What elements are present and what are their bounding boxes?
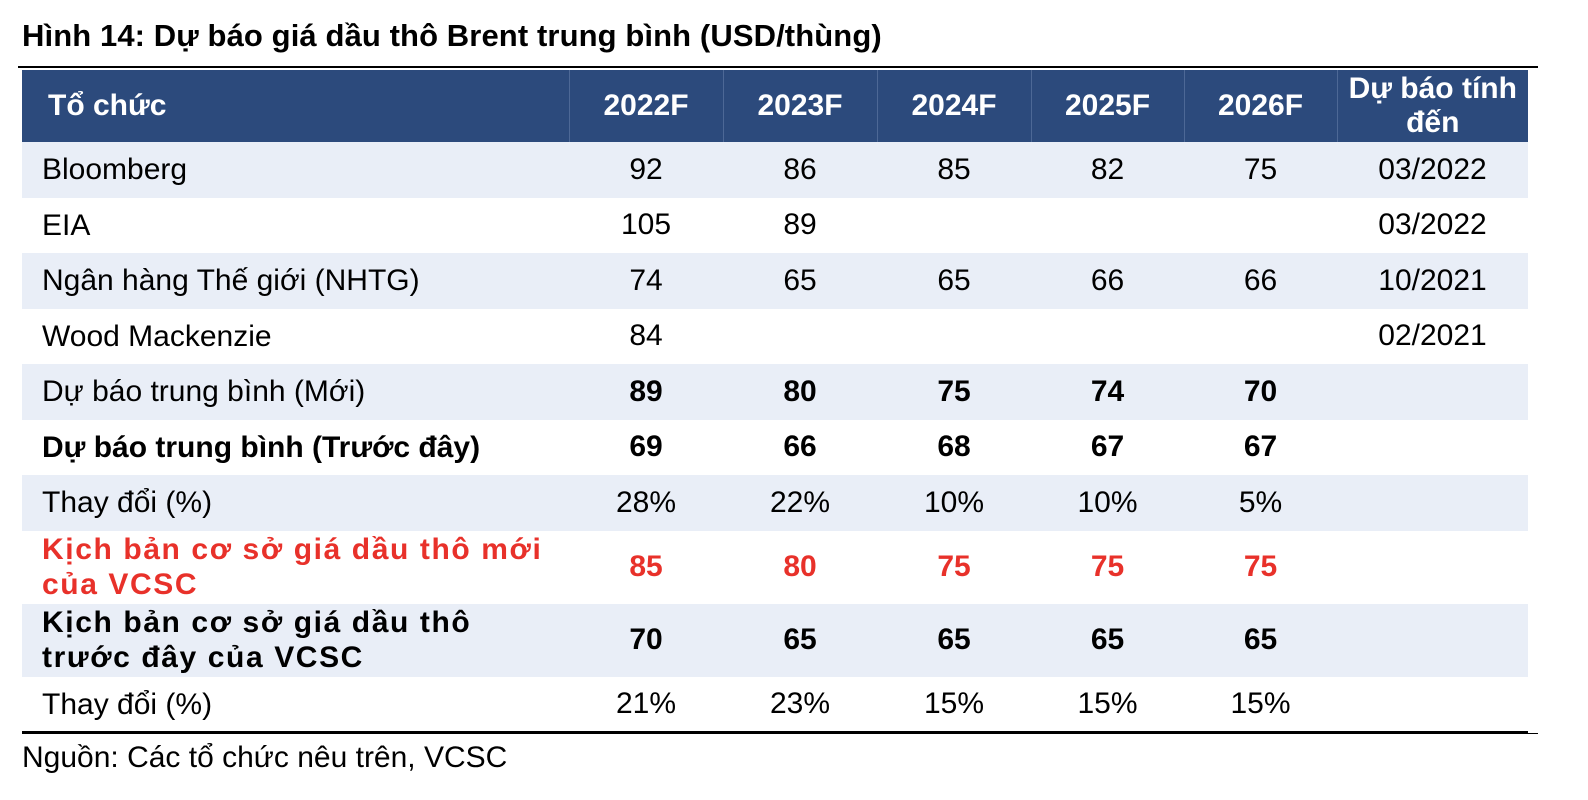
value-cell-2023: 66 (783, 430, 817, 464)
value-cell-2025 (1031, 309, 1184, 365)
value-cell-2026 (1184, 309, 1337, 365)
value-cell-2022: 69 (629, 430, 663, 464)
value-cell-2026: 15% (1230, 687, 1291, 721)
value-cell-2026: 67 (1243, 430, 1278, 464)
table-row: Kịch bản cơ sở giá dầu thô mới của VCSC … (22, 531, 1528, 604)
value-cell-2023 (723, 309, 877, 365)
header-2026f: 2026F (1183, 70, 1337, 142)
value-cell-2026: 5% (1238, 485, 1283, 519)
header-organization: Tổ chức (48, 89, 167, 122)
org-cell: Thay đổi (%) (42, 687, 213, 721)
value-cell-2024: 15% (923, 687, 985, 721)
value-cell-2026: 75 (1243, 550, 1278, 583)
as-of-cell (1337, 475, 1528, 531)
value-cell-2025: 15% (1077, 687, 1138, 721)
table-row: Kịch bản cơ sở giá dầu thô trước đây của… (22, 603, 1528, 677)
value-cell-2022: 74 (629, 263, 663, 297)
value-cell-2026: 75 (1243, 152, 1278, 186)
value-cell-2025: 66 (1090, 263, 1125, 297)
forecast-table: Tổ chức 2022F 2023F 2024F 2025F 2026F Dự… (22, 70, 1528, 732)
org-cell: Kịch bản cơ sở giá dầu thô trước đây của… (42, 606, 472, 674)
value-cell-2024: 10% (923, 485, 985, 519)
value-cell-2022: 92 (629, 152, 663, 186)
value-cell-2023: 65 (783, 623, 817, 656)
header-2022f: 2022F (568, 70, 723, 142)
table-row: Wood Mackenzie 84 02/2021 (22, 309, 1528, 365)
value-cell-2025: 67 (1090, 430, 1125, 464)
value-cell-2024: 75 (937, 550, 971, 583)
value-cell-2022: 70 (629, 623, 663, 656)
bottom-rule-tail (1528, 733, 1538, 734)
value-cell-2022: 105 (620, 208, 672, 242)
value-cell-2022: 84 (629, 319, 663, 353)
value-cell-2025: 75 (1090, 550, 1125, 583)
table-row: Dự báo trung bình (Trước đây) 69 66 68 6… (22, 420, 1528, 476)
value-cell-2023: 23% (769, 687, 831, 721)
org-cell: Bloomberg (42, 153, 188, 187)
value-cell-2024 (877, 198, 1031, 254)
value-cell-2025: 65 (1090, 623, 1125, 656)
org-cell: Thay đổi (%) (42, 486, 213, 520)
value-cell-2022: 28% (615, 485, 677, 519)
header-forecast-as-of: Dự báo tính đến (1336, 70, 1528, 142)
value-cell-2024 (877, 309, 1031, 365)
value-cell-2025 (1031, 198, 1184, 254)
as-of-cell: 03/2022 (1378, 152, 1487, 186)
value-cell-2025: 10% (1077, 485, 1138, 519)
org-cell: Kịch bản cơ sở giá dầu thô mới của VCSC (42, 533, 543, 601)
value-cell-2026: 70 (1243, 374, 1278, 408)
as-of-cell: 02/2021 (1378, 319, 1487, 353)
org-cell: EIA (42, 208, 91, 242)
value-cell-2023: 22% (769, 485, 831, 519)
as-of-cell (1337, 677, 1528, 733)
value-cell-2023: 86 (783, 152, 817, 186)
as-of-cell (1337, 420, 1528, 476)
header-2025f: 2025F (1030, 70, 1184, 142)
value-cell-2023: 89 (783, 208, 817, 242)
table-row: Dự báo trung bình (Mới) 89 80 75 74 70 (22, 364, 1528, 420)
value-cell-2026: 65 (1243, 623, 1278, 656)
header-2023f: 2023F (722, 70, 877, 142)
value-cell-2023: 65 (783, 263, 817, 297)
value-cell-2024: 65 (937, 623, 971, 656)
table-row: Thay đổi (%) 28% 22% 10% 10% 5% (22, 475, 1528, 531)
value-cell-2026: 66 (1243, 263, 1278, 297)
org-cell: Ngân hàng Thế giới (NHTG) (42, 264, 420, 298)
as-of-cell (1337, 604, 1528, 677)
value-cell-2025: 82 (1090, 152, 1125, 186)
value-cell-2022: 89 (629, 374, 663, 408)
as-of-cell (1337, 364, 1528, 420)
value-cell-2022: 21% (615, 687, 677, 721)
table-row: EIA 105 89 03/2022 (22, 198, 1528, 254)
figure-title: Hình 14: Dự báo giá dầu thô Brent trung … (22, 18, 882, 53)
source-note: Nguồn: Các tổ chức nêu trên, VCSC (22, 741, 508, 774)
top-rule (18, 66, 1538, 68)
value-cell-2025: 74 (1090, 374, 1125, 408)
header-row: Tổ chức 2022F 2023F 2024F 2025F 2026F Dự… (22, 70, 1528, 142)
value-cell-2024: 85 (937, 152, 971, 186)
bottom-rule (22, 731, 1528, 734)
org-cell: Dự báo trung bình (Trước đây) (42, 430, 481, 464)
value-cell-2023: 80 (783, 550, 817, 583)
as-of-cell: 10/2021 (1378, 263, 1487, 297)
org-cell: Wood Mackenzie (42, 319, 272, 353)
table-row: Thay đổi (%) 21% 23% 15% 15% 15% (22, 677, 1528, 733)
org-cell: Dự báo trung bình (Mới) (42, 375, 366, 409)
value-cell-2026 (1184, 198, 1337, 254)
value-cell-2023: 80 (783, 374, 817, 408)
table-row: Bloomberg 92 86 85 82 75 03/2022 (22, 142, 1528, 198)
header-2024f: 2024F (876, 70, 1031, 142)
as-of-cell: 03/2022 (1378, 208, 1487, 242)
table-row: Ngân hàng Thế giới (NHTG) 74 65 65 66 66… (22, 253, 1528, 309)
value-cell-2024: 68 (937, 430, 971, 464)
value-cell-2022: 85 (629, 550, 663, 583)
as-of-cell (1337, 531, 1528, 604)
value-cell-2024: 65 (937, 263, 971, 297)
value-cell-2024: 75 (937, 374, 971, 408)
